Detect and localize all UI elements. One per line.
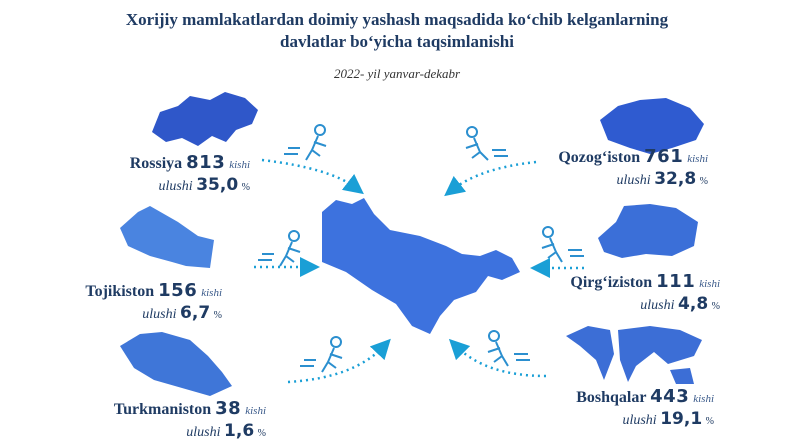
count-line: Qozog‘iston 761 kishi — [558, 146, 708, 167]
share-unit: % — [241, 182, 250, 193]
country-name: Qirg‘iziston — [570, 274, 653, 291]
share: 19,1 — [660, 409, 703, 429]
traveler-icons — [258, 124, 584, 373]
share-label: ulushi — [158, 179, 193, 194]
share: 1,6 — [224, 421, 255, 441]
count-unit: kishi — [687, 153, 708, 165]
share-line: ulushi 35,0 % — [130, 175, 250, 195]
count-line: Tojikiston 156 kishi — [85, 280, 222, 301]
share: 35,0 — [196, 175, 239, 195]
count-unit: kishi — [201, 287, 222, 299]
map-world — [566, 326, 702, 384]
share-unit: % — [705, 416, 714, 427]
map-uzbekistan — [322, 198, 520, 334]
country-item: Turkmaniston 38 kishi ulushi 1,6 % — [114, 398, 266, 441]
count: 443 — [650, 386, 690, 407]
share-unit: % — [213, 310, 222, 321]
country-name: Turkmaniston — [113, 401, 212, 418]
share-line: ulushi 19,1 % — [576, 409, 714, 429]
country-name: Qozog‘iston — [558, 149, 641, 166]
count: 156 — [158, 280, 198, 301]
share-line: ulushi 1,6 % — [114, 421, 266, 441]
share: 32,8 — [654, 169, 697, 189]
share-unit: % — [699, 176, 708, 187]
count-line: Turkmaniston 38 kishi — [114, 398, 266, 419]
share-label: ulushi — [142, 307, 177, 322]
title-line: davlatlar bo‘yicha taqsimlanishi — [280, 32, 514, 51]
count-unit: kishi — [699, 278, 720, 290]
count-unit: kishi — [229, 159, 250, 171]
country-item: Rossiya 813 kishi ulushi 35,0 % — [130, 152, 250, 195]
arrow — [261, 158, 364, 195]
title: Xorijiy mamlakatlardan doimiy yashash ma… — [0, 9, 794, 53]
share-label: ulushi — [640, 298, 675, 313]
country-item: Tojikiston 156 kishi ulushi 6,7 % — [85, 280, 222, 323]
count-line: Boshqalar 443 kishi — [576, 386, 714, 407]
share: 4,8 — [678, 294, 709, 314]
count-line: Rossiya 813 kishi — [130, 152, 250, 173]
share-line: ulushi 32,8 % — [558, 169, 708, 189]
country-name: Tojikiston — [85, 283, 155, 300]
share-line: ulushi 6,7 % — [85, 303, 222, 323]
country-item: Qirg‘iziston 111 kishi ulushi 4,8 % — [570, 271, 720, 314]
count: 761 — [644, 146, 684, 167]
map-russia — [152, 92, 258, 146]
count-unit: kishi — [693, 393, 714, 405]
count: 38 — [215, 398, 242, 419]
map-turkmenistan — [120, 332, 232, 396]
country-item: Qozog‘iston 761 kishi ulushi 32,8 % — [558, 146, 708, 189]
share-label: ulushi — [186, 425, 221, 440]
map-kyrgyzstan — [598, 204, 698, 258]
count-unit: kishi — [245, 405, 266, 417]
count-line: Qirg‘iziston 111 kishi — [570, 271, 720, 292]
share-unit: % — [257, 428, 266, 439]
subtitle: 2022- yil yanvar-dekabr — [333, 66, 461, 81]
map-kazakhstan — [600, 98, 704, 154]
share-label: ulushi — [616, 173, 651, 188]
count: 813 — [186, 152, 226, 173]
share-unit: % — [711, 301, 720, 312]
arrow — [287, 338, 391, 384]
count: 111 — [656, 271, 696, 292]
country-name: Boshqalar — [576, 389, 647, 406]
arrow — [448, 338, 547, 378]
map-tajikistan — [120, 206, 214, 268]
country-name: Rossiya — [129, 155, 183, 172]
share-label: ulushi — [622, 413, 657, 428]
share: 6,7 — [180, 303, 211, 323]
share-line: ulushi 4,8 % — [570, 294, 720, 314]
title-line: Xorijiy mamlakatlardan doimiy yashash ma… — [125, 10, 669, 29]
arrow — [444, 160, 537, 197]
country-item: Boshqalar 443 kishi ulushi 19,1 % — [576, 386, 714, 429]
